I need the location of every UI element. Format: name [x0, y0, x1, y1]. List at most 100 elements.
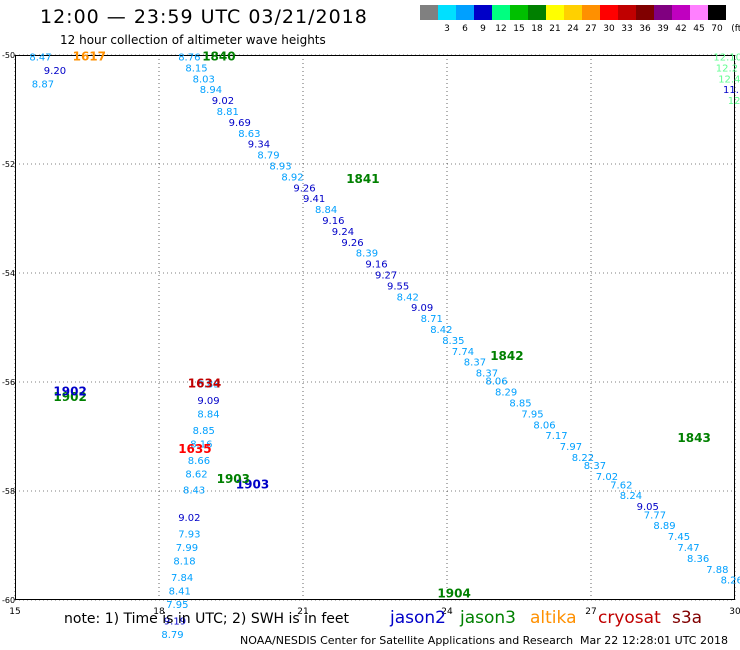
scale-swatch	[528, 5, 546, 20]
wave-height-value: 8.15	[185, 63, 207, 74]
wave-height-value: 8.62	[185, 469, 207, 480]
scale-label: 21	[549, 24, 561, 34]
wave-height-value: 7.47	[677, 543, 699, 554]
wave-height-value: 7.84	[171, 573, 193, 584]
lon-tick-label: 15	[9, 607, 20, 617]
scale-swatch	[582, 5, 600, 20]
wave-height-value: 7.62	[610, 480, 632, 491]
legend-jason3: jason3	[460, 608, 516, 628]
wave-height-value: 8.41	[169, 587, 191, 598]
wave-height-value: 8.29	[495, 388, 517, 399]
pass-time-label: 1843	[677, 431, 710, 445]
wave-height-value: 8.06	[533, 420, 555, 431]
wave-height-value: 8.47	[29, 52, 51, 63]
wave-height-value: 8.71	[421, 314, 443, 325]
scale-swatch	[546, 5, 564, 20]
wave-height-value: 9.41	[303, 194, 325, 205]
wave-height-value: 8.85	[193, 426, 215, 437]
wave-height-value: 7.95	[166, 600, 188, 611]
lat-tick-label: -60	[2, 596, 15, 605]
scale-label: 36	[639, 24, 651, 34]
wave-height-value: 8.79	[257, 151, 279, 162]
lon-tick-label: 30	[729, 607, 740, 617]
wave-height-value: 7.02	[596, 472, 618, 483]
wave-height-value: 9.02	[212, 96, 234, 107]
pass-time-label: 1634	[188, 376, 221, 390]
wave-height-value: 12	[728, 96, 740, 107]
wave-height-value: 8.16	[190, 439, 212, 450]
wave-height-value: 11.	[723, 85, 739, 96]
wave-height-value: 8.66	[188, 456, 210, 467]
wave-height-value: 7.97	[560, 442, 582, 453]
wave-height-value: 7.99	[176, 543, 198, 554]
scale-label: 27	[585, 24, 597, 34]
wave-height-value: 8.89	[653, 521, 675, 532]
wave-height-value: 8.37	[476, 369, 498, 380]
wave-height-value: 8.43	[183, 486, 205, 497]
pass-time-label: 1842	[490, 349, 523, 363]
wave-height-value: 9.24	[332, 227, 354, 238]
pass-time-label: 1903	[217, 472, 250, 486]
scale-swatch	[492, 5, 510, 20]
wave-height-value: 8.37	[584, 461, 606, 472]
scale-swatch	[636, 5, 654, 20]
wave-height-value: 8.36	[687, 554, 709, 565]
map-title: 12:00 — 23:59 UTC 03/21/2018	[40, 6, 368, 28]
wave-height-value: 8.79	[161, 630, 183, 641]
wave-height-value: 7.88	[706, 565, 728, 576]
wave-height-value: 9.09	[197, 396, 219, 407]
scale-swatch	[510, 5, 528, 20]
scale-swatch	[456, 5, 474, 20]
scale-label: 6	[462, 24, 468, 34]
wave-height-value: 8.18	[173, 557, 195, 568]
lon-tick-label: 24	[441, 607, 453, 617]
scale-label: 70	[711, 24, 723, 34]
pass-time-label: 1902	[53, 385, 86, 399]
legend-cryosat: cryosat	[598, 608, 661, 628]
lat-tick-label: -56	[2, 378, 15, 387]
wave-height-map: 15 18 21 24 27 30 -50 -52 -54 -56 -58 -60 8.47 9.20 8.…	[2, 49, 740, 641]
wave-height-value: 7.45	[668, 532, 690, 543]
pass-time-label: 1617	[73, 49, 106, 63]
wave-height-value: 8.22	[572, 453, 594, 464]
scale-label: 15	[513, 24, 525, 34]
wave-height-value: 12.10	[713, 52, 740, 63]
wave-height-value: 12.4	[718, 74, 740, 85]
scale-label: 18	[531, 24, 543, 34]
wave-height-value: 9.34	[248, 140, 270, 151]
scale-label: 33	[621, 24, 633, 34]
lat-tick-label: -58	[2, 487, 15, 496]
wave-height-value: 7.77	[644, 510, 666, 521]
scale-unit: (ft)	[731, 24, 740, 34]
wave-height-value: 8.03	[193, 74, 215, 85]
wave-height-value: 8.85	[509, 399, 531, 410]
scale-swatch	[600, 5, 618, 20]
legend-altika: altika	[530, 608, 577, 628]
lat-tick-label: -54	[2, 269, 15, 278]
wave-height-value: 8.26	[721, 576, 740, 587]
wave-height-value: 8.06	[485, 377, 507, 388]
wave-height-value: 8.84	[197, 409, 219, 420]
scale-label: 42	[675, 24, 687, 34]
wave-height-value: 8.81	[217, 107, 239, 118]
lon-tick-label: 18	[153, 607, 165, 617]
pass-time-label: 1902	[53, 390, 86, 404]
scale-swatch	[690, 5, 708, 20]
lat-tick-label: -52	[2, 160, 15, 169]
wave-height-value: 9.19	[164, 617, 186, 628]
scale-label: 39	[657, 24, 669, 34]
scale-swatch	[672, 5, 690, 20]
legend-jason2: jason2	[390, 608, 446, 628]
scale-swatch	[654, 5, 672, 20]
legend-s3a: s3a	[672, 608, 703, 628]
wave-height-value: 9.27	[375, 270, 397, 281]
wave-height-value: 8.35	[442, 336, 464, 347]
wave-height-value: 8.92	[281, 172, 303, 183]
scale-label: 24	[567, 24, 579, 34]
wave-height-value: 7.93	[178, 529, 200, 540]
generated-timestamp: Mar 22 12:28:01 UTC 2018	[580, 634, 728, 647]
wave-height-value: 9.16	[365, 260, 387, 271]
pass-time-label: 1840	[202, 49, 235, 63]
wave-height-value: 9.26	[293, 183, 315, 194]
wave-height-value: 8.93	[269, 161, 291, 172]
